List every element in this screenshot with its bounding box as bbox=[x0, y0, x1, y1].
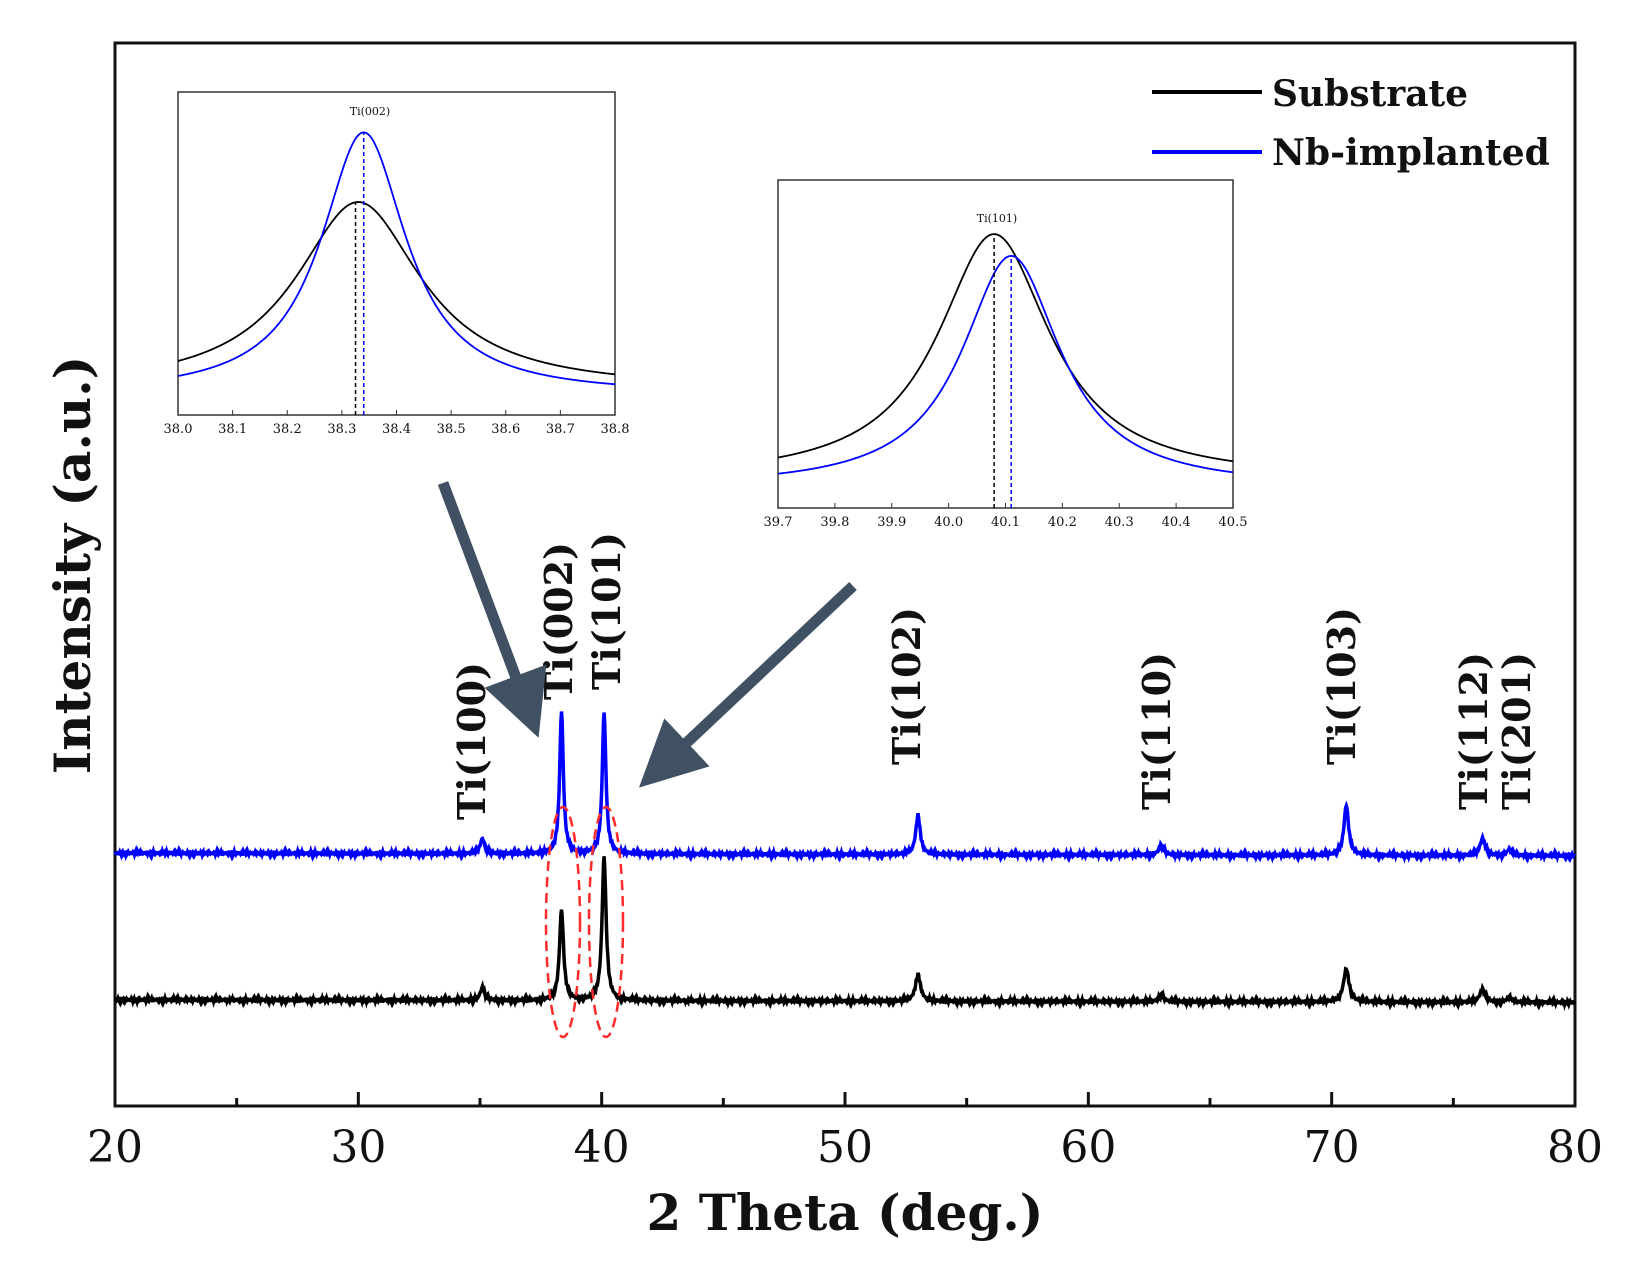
main-series-group bbox=[113, 711, 1577, 1012]
inset-x-tick-label: 40.3 bbox=[1105, 515, 1134, 530]
peak-label: Ti(103) bbox=[1319, 607, 1364, 765]
inset-x-tick-label: 38.5 bbox=[437, 422, 466, 437]
x-tick-label: 70 bbox=[1304, 1122, 1360, 1173]
peak-label: Ti(112) bbox=[1451, 652, 1496, 810]
peak-label: Ti(100) bbox=[449, 662, 494, 820]
x-tick-label: 30 bbox=[330, 1122, 386, 1173]
main-x-ticks bbox=[113, 1092, 1577, 1106]
x-tick-label: 40 bbox=[574, 1122, 630, 1173]
legend-label-substrate: Substrate bbox=[1272, 73, 1468, 115]
arrow-left-inset bbox=[437, 481, 547, 738]
inset-x-tick-label: 38.8 bbox=[601, 422, 630, 437]
arrow-right-inset bbox=[638, 581, 857, 788]
legend-label-nb-implanted: Nb-implanted bbox=[1272, 132, 1550, 174]
x-tick-label: 60 bbox=[1060, 1122, 1116, 1173]
ellipse-ti101 bbox=[587, 805, 625, 1039]
inset-x-tick-label: 39.7 bbox=[764, 515, 793, 530]
inset-x-tick-label: 38.4 bbox=[382, 422, 411, 437]
series-line-nb-implanted bbox=[113, 711, 1577, 865]
y-axis-label: Intensity (a.u.) bbox=[43, 356, 102, 775]
inset-series-line-nb-implanted bbox=[177, 131, 616, 386]
inset-series-line-substrate bbox=[177, 201, 616, 376]
series-line-substrate bbox=[113, 856, 1577, 1012]
inset-x-tick-label: 40.0 bbox=[934, 515, 963, 530]
inset-x-tick-label: 39.8 bbox=[820, 515, 849, 530]
inset-left-frame bbox=[177, 91, 616, 416]
inset-left: 38.0 38.1 38.2 38.3 38.4 38.5 38.6 38.7 38.8 Ti(… bbox=[164, 91, 630, 437]
inset-x-tick-label: 40.4 bbox=[1162, 515, 1191, 530]
inset-right-content: 39.7 39.8 39.9 40.0 40.1 40.2 40.3 40.4 40.5 bbox=[764, 233, 1248, 530]
inset-left-peak-label: Ti(002) bbox=[350, 105, 390, 118]
inset-left-content: 38.0 38.1 38.2 38.3 38.4 38.5 38.6 38.7 38.8 bbox=[164, 131, 630, 437]
inset-x-tick-label: 38.2 bbox=[273, 422, 302, 437]
main-x-tick-labels: 20 30 40 50 60 70 80 bbox=[87, 1122, 1603, 1173]
inset-x-tick-label: 38.0 bbox=[164, 422, 193, 437]
peak-labels-group: Ti(100) Ti(002) Ti(101) Ti(102) Ti(110) Ti(10… bbox=[449, 532, 1539, 820]
inset-x-tick-label: 38.7 bbox=[546, 422, 575, 437]
inset-x-tick-label: 38.6 bbox=[491, 422, 520, 437]
inset-x-tick-label: 40.2 bbox=[1048, 515, 1077, 530]
peak-label: Ti(110) bbox=[1134, 652, 1179, 810]
inset-right-peak-label: Ti(101) bbox=[977, 212, 1017, 225]
inset-series-line-nb-implanted bbox=[777, 255, 1234, 475]
inset-x-tick-label: 40.1 bbox=[991, 515, 1020, 530]
inset-x-tick-label: 39.9 bbox=[877, 515, 906, 530]
peak-label: Ti(002) bbox=[536, 542, 581, 700]
inset-x-tick-label: 38.3 bbox=[327, 422, 356, 437]
legend: Substrate Nb-implanted bbox=[1152, 73, 1550, 174]
x-tick-label: 50 bbox=[817, 1122, 873, 1173]
peak-label: Ti(201) bbox=[1494, 652, 1539, 810]
inset-series-line-substrate bbox=[777, 233, 1234, 463]
peak-label: Ti(101) bbox=[584, 532, 629, 690]
x-tick-label: 80 bbox=[1547, 1122, 1603, 1173]
inset-x-tick-label: 38.1 bbox=[218, 422, 247, 437]
peak-label: Ti(102) bbox=[884, 607, 929, 765]
inset-right: 39.7 39.8 39.9 40.0 40.1 40.2 40.3 40.4 40.5 Ti(… bbox=[764, 179, 1248, 530]
x-tick-label: 20 bbox=[87, 1122, 143, 1173]
x-axis-label: 2 Theta (deg.) bbox=[647, 1183, 1044, 1242]
inset-x-tick-label: 40.5 bbox=[1219, 515, 1248, 530]
ellipse-ti002 bbox=[544, 805, 582, 1039]
inset-right-frame bbox=[777, 179, 1234, 509]
